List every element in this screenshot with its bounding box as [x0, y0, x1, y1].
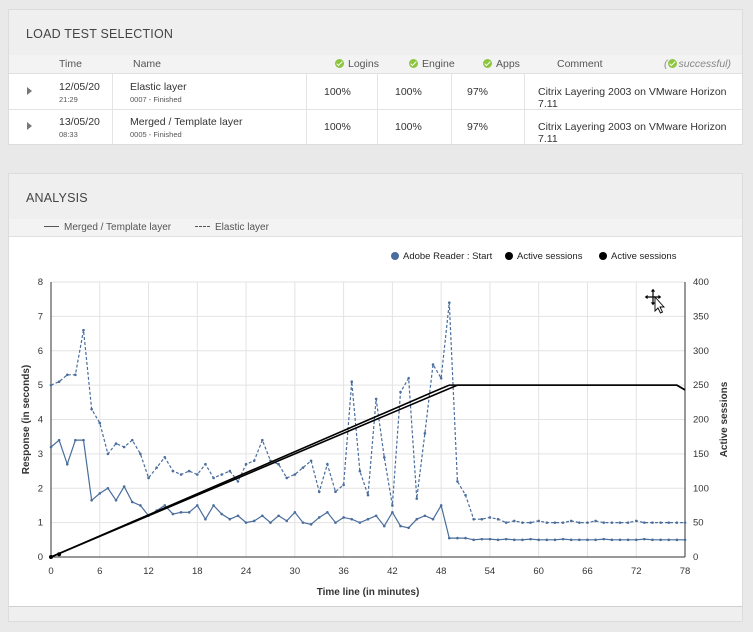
- solid-line-icon: [44, 226, 59, 227]
- legend-dashed-label: Elastic layer: [215, 222, 269, 233]
- col-status-label: successful): [678, 58, 732, 70]
- selection-table-header: Time Name Logins Engine Apps Comment (su…: [9, 55, 742, 74]
- col-apps[interactable]: Apps: [483, 58, 520, 70]
- col-logins-label: Logins: [348, 58, 379, 70]
- row-time: 08:33: [59, 130, 78, 139]
- expand-arrow-icon[interactable]: [27, 122, 32, 130]
- expand-arrow-icon[interactable]: [27, 87, 32, 95]
- divider: [524, 109, 525, 144]
- load-test-selection-panel: LOAD TEST SELECTION Time Name Logins Eng…: [9, 10, 742, 145]
- circle-icon: [505, 252, 513, 260]
- col-time[interactable]: Time: [59, 58, 82, 70]
- divider: [306, 74, 307, 109]
- legend-dashed[interactable]: Elastic layer: [195, 222, 269, 233]
- analysis-title: ANALYSIS: [26, 191, 88, 205]
- check-icon: [483, 59, 492, 68]
- col-apps-label: Apps: [496, 58, 520, 70]
- row-date: 12/05/20: [59, 81, 100, 93]
- selection-header: LOAD TEST SELECTION: [9, 10, 742, 56]
- analysis-panel: ANALYSIS Merged / Template layer Elastic…: [9, 174, 742, 621]
- table-row[interactable]: 13/05/20 08:33 Merged / Template layer 0…: [9, 109, 742, 145]
- row-status: 0007 - Finished: [130, 95, 182, 104]
- row-comment: Citrix Layering 2003 on VMware Horizon 7…: [538, 121, 727, 145]
- legend-solid[interactable]: Merged / Template layer: [44, 222, 171, 233]
- row-logins: 100%: [324, 121, 351, 133]
- col-logins[interactable]: Logins: [335, 58, 379, 70]
- dashed-line-icon: [195, 226, 210, 227]
- col-name[interactable]: Name: [133, 58, 162, 70]
- row-time: 21:29: [59, 95, 78, 104]
- row-date: 13/05/20: [59, 116, 100, 128]
- row-engine: 100%: [395, 121, 422, 133]
- divider: [451, 109, 452, 144]
- chart-legend-sessions-2[interactable]: Active sessions: [599, 251, 676, 262]
- row-name: Merged / Template layer: [130, 116, 243, 128]
- check-icon: [335, 59, 344, 68]
- analysis-footer: [9, 606, 742, 621]
- divider: [306, 109, 307, 144]
- divider: [112, 74, 113, 109]
- analysis-header: ANALYSIS: [9, 174, 742, 220]
- check-icon: [667, 59, 677, 68]
- selection-title: LOAD TEST SELECTION: [26, 27, 174, 41]
- row-name: Elastic layer: [130, 81, 187, 93]
- row-logins: 100%: [324, 86, 351, 98]
- row-apps: 97%: [467, 121, 489, 133]
- chart-legend-label: Adobe Reader : Start: [403, 251, 493, 262]
- circle-icon: [391, 252, 399, 260]
- divider: [112, 109, 113, 144]
- divider: [377, 74, 378, 109]
- col-status: (successful): [664, 58, 732, 70]
- chart-legend-adobe[interactable]: Adobe Reader : Start: [391, 251, 492, 262]
- divider: [377, 109, 378, 144]
- row-comment: Citrix Layering 2003 on VMware Horizon 7…: [538, 86, 727, 110]
- check-icon: [409, 59, 418, 68]
- col-engine-label: Engine: [422, 58, 455, 70]
- divider: [524, 74, 525, 109]
- layer-legend: Merged / Template layer Elastic layer: [9, 219, 742, 237]
- row-engine: 100%: [395, 86, 422, 98]
- col-engine[interactable]: Engine: [409, 58, 455, 70]
- row-status: 0005 - Finished: [130, 130, 182, 139]
- circle-icon: [599, 252, 607, 260]
- divider: [451, 74, 452, 109]
- col-comment[interactable]: Comment: [557, 58, 603, 70]
- legend-solid-label: Merged / Template layer: [64, 222, 172, 233]
- table-row[interactable]: 12/05/20 21:29 Elastic layer 0007 - Fini…: [9, 74, 742, 110]
- chart-legend-label: Active sessions: [517, 251, 583, 262]
- chart-legend-label: Active sessions: [611, 251, 677, 262]
- row-apps: 97%: [467, 86, 489, 98]
- chart-legend-sessions[interactable]: Active sessions: [505, 251, 582, 262]
